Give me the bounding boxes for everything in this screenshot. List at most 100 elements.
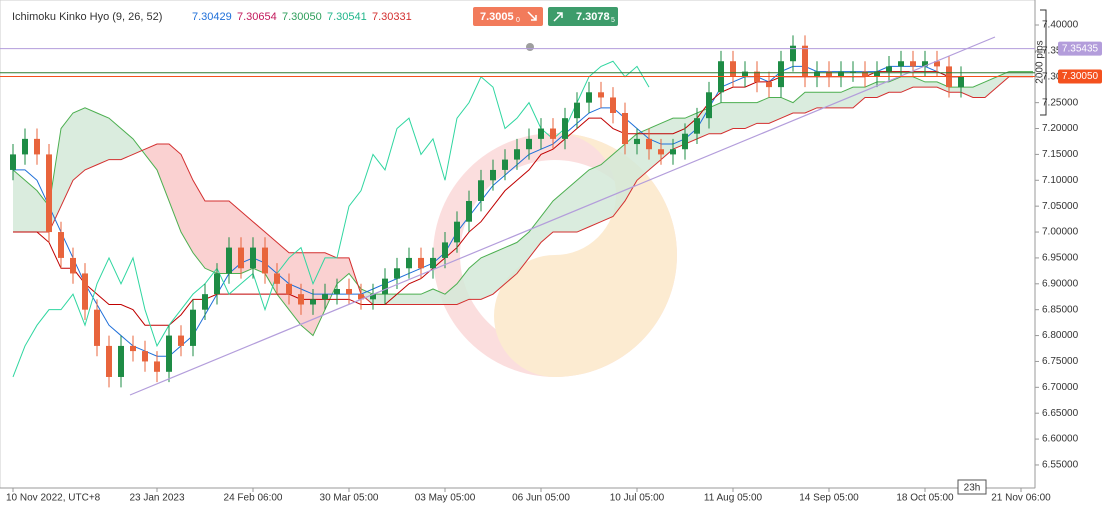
price-label-box xyxy=(1058,41,1102,56)
cloud-segment xyxy=(289,252,301,326)
cloud-segment xyxy=(781,97,793,119)
candle-body xyxy=(430,257,436,269)
candle-body xyxy=(322,294,328,300)
candle-body xyxy=(610,97,616,113)
y-tick-label: 7.20000 xyxy=(1042,123,1079,134)
cloud-segment xyxy=(397,294,409,305)
candle-body xyxy=(466,200,472,222)
cloud-segment xyxy=(925,81,937,88)
y-tick-label: 6.75000 xyxy=(1042,356,1079,367)
cloud-segment xyxy=(133,138,145,155)
span-a-line xyxy=(12,71,1033,337)
cloud-segment xyxy=(13,169,25,233)
cloud-segment xyxy=(25,180,37,233)
candle-body xyxy=(910,61,916,67)
buy-arrow[interactable] xyxy=(553,12,563,22)
candle-body xyxy=(550,128,556,139)
indicator-name: Ichimoku Kinko Hyo (9, 26, 52) xyxy=(12,11,162,23)
cloud-segment xyxy=(109,118,121,160)
candle-body xyxy=(262,247,268,274)
sell-price[interactable]: 7.3005 xyxy=(480,11,514,23)
candle-body xyxy=(250,247,256,269)
span-b-line xyxy=(13,76,1033,306)
y-tick-label: 6.55000 xyxy=(1042,460,1079,471)
candle-body xyxy=(154,361,160,372)
price-label: 7.30050 xyxy=(1062,71,1099,82)
candle-body xyxy=(490,169,496,181)
candle-body xyxy=(934,61,940,67)
sell-digit[interactable]: 0 xyxy=(516,17,520,24)
y-tick-label: 6.85000 xyxy=(1042,304,1079,315)
candle-body xyxy=(862,71,868,77)
y-tick-label: 6.95000 xyxy=(1042,253,1079,264)
indicator-value: 7.30429 xyxy=(192,11,232,23)
buy-digit[interactable]: 5 xyxy=(611,17,615,24)
y-tick-label: 6.65000 xyxy=(1042,408,1079,419)
candle-body xyxy=(334,288,340,295)
candle-body xyxy=(538,128,544,139)
candle-body xyxy=(922,61,928,67)
cloud-segment xyxy=(901,76,913,93)
candle-body xyxy=(214,273,220,295)
cloud-segment xyxy=(205,200,217,274)
candle-body xyxy=(478,180,484,201)
cloud-segment xyxy=(949,87,961,93)
alert-dot xyxy=(526,43,534,51)
x-tick-label: 03 May 05:00 xyxy=(415,493,476,504)
candle-body xyxy=(382,278,388,295)
cloud-segment xyxy=(877,81,889,98)
candle-body xyxy=(82,273,88,310)
candle-body xyxy=(94,309,100,346)
cloud-segment xyxy=(457,268,469,305)
cloud-segment xyxy=(157,144,169,201)
candle-body xyxy=(358,294,364,300)
candle-body xyxy=(406,257,412,269)
cloud-segment xyxy=(529,216,541,258)
candle-body xyxy=(34,138,40,155)
x-tick-label: 18 Oct 05:00 xyxy=(896,493,954,504)
cloud-segment xyxy=(937,81,949,93)
timer: 23h xyxy=(964,483,981,494)
candle-body xyxy=(286,283,292,295)
cloud-segment xyxy=(121,128,133,160)
cloud-segment xyxy=(649,123,661,170)
cloud-segment xyxy=(337,257,349,284)
cloud-segment xyxy=(145,144,157,170)
candle-body xyxy=(274,273,280,284)
cloud-segment xyxy=(409,294,421,305)
candle-body xyxy=(22,138,28,155)
candle-body xyxy=(346,288,352,295)
candle-body xyxy=(706,92,712,119)
candle-body xyxy=(574,102,580,119)
candle-body xyxy=(958,76,964,88)
cloud-segment xyxy=(817,92,829,108)
cloud-segment xyxy=(913,76,925,88)
buy-button[interactable]: 7.3078 5 xyxy=(548,7,618,26)
cloud-segment xyxy=(193,180,205,269)
cloud-segment xyxy=(517,232,529,274)
cloud-segment xyxy=(793,92,805,113)
sell-bg[interactable] xyxy=(473,7,543,26)
candle-body xyxy=(766,81,772,88)
candle-body xyxy=(454,221,460,243)
measure-label: 2000 pips xyxy=(1035,40,1046,83)
cloud-segment xyxy=(565,180,577,233)
indicator-value: 7.30654 xyxy=(237,11,277,23)
candle-body xyxy=(634,138,640,145)
candle-body xyxy=(238,247,244,269)
x-tick-label: 14 Sep 05:00 xyxy=(799,493,859,504)
sell-button[interactable]: 7.3005 0 xyxy=(473,7,543,26)
cloud-segment xyxy=(181,154,193,253)
sell-arrow[interactable] xyxy=(527,11,537,21)
y-tick-label: 7.00000 xyxy=(1042,227,1079,238)
trend-line xyxy=(129,36,996,396)
candle-body xyxy=(586,92,592,103)
candle-body xyxy=(70,257,76,274)
candle-body xyxy=(310,299,316,305)
measure-bracket xyxy=(1040,9,1047,116)
buy-price[interactable]: 7.3078 xyxy=(576,11,610,23)
cloud-segment xyxy=(541,200,553,243)
price-label: 7.35435 xyxy=(1062,43,1099,54)
buy-bg[interactable] xyxy=(548,7,618,26)
candle-body xyxy=(850,71,856,73)
